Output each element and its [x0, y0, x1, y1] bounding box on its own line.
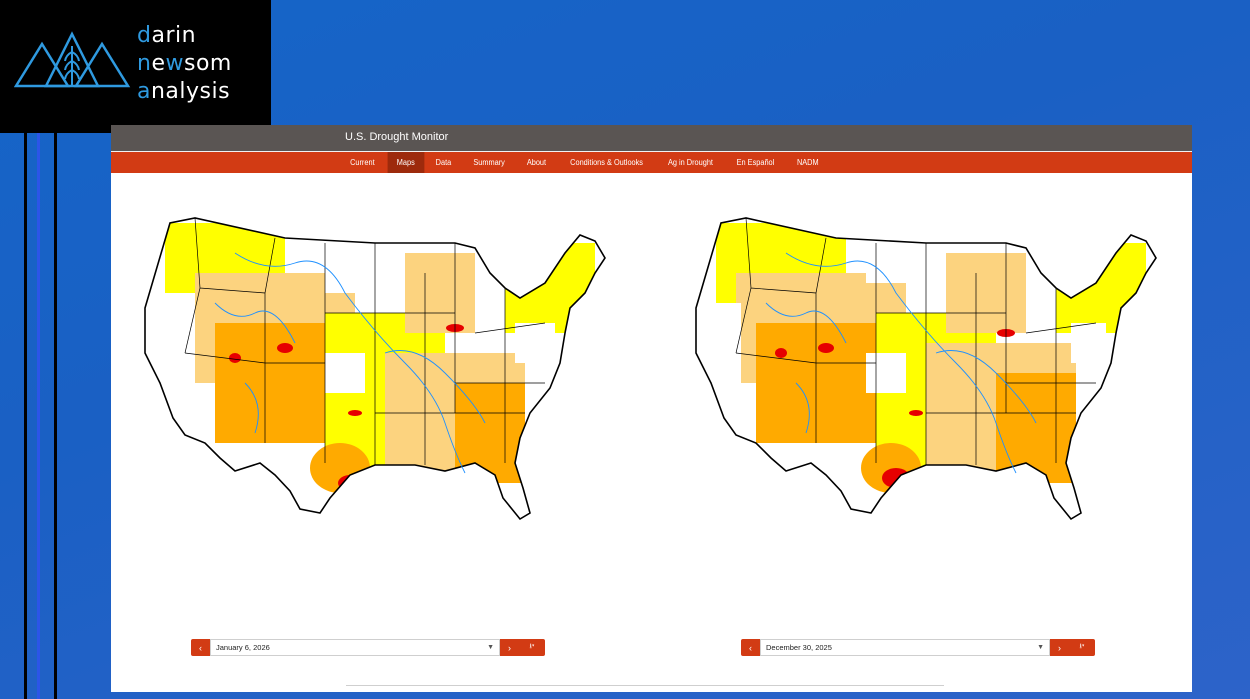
prev-date-button[interactable]: ‹	[191, 639, 210, 656]
date-picker-current: ‹ January 6, 2026 ▼ › ⭳▾	[191, 639, 545, 656]
browser-screenshot-frame: U.S. Drought Monitor Current Maps Data S…	[111, 125, 1192, 692]
logo-box: darin newsom analysis	[0, 0, 271, 133]
site-title[interactable]: U.S. Drought Monitor	[345, 131, 449, 143]
nav-item-data[interactable]: Data	[435, 158, 452, 167]
logo-word: som	[184, 51, 232, 76]
drought-map-current	[144, 217, 606, 521]
logo-letter: n	[137, 51, 152, 76]
date-value: January 6, 2026	[216, 643, 270, 652]
download-button[interactable]: ⭳▾	[519, 639, 545, 656]
nav-item-nadm[interactable]: NADM	[797, 158, 819, 167]
nav-item-current[interactable]: Current	[350, 158, 375, 167]
prev-date-button[interactable]: ‹	[741, 639, 760, 656]
divider	[346, 685, 944, 686]
chevron-down-icon: ▼	[487, 644, 494, 651]
mountain-wheat-logo-icon	[14, 31, 131, 88]
next-date-button[interactable]: ›	[500, 639, 519, 656]
logo-letter: d	[137, 23, 152, 48]
nav-item-ag-in-drought[interactable]: Ag in Drought	[668, 158, 714, 167]
date-value: December 30, 2025	[766, 643, 832, 652]
download-button[interactable]: ⭳▾	[1069, 639, 1095, 656]
date-select[interactable]: December 30, 2025 ▼	[760, 639, 1050, 656]
date-picker-previous: ‹ December 30, 2025 ▼ › ⭳▾	[741, 639, 1095, 656]
chevron-left-icon: ‹	[749, 642, 752, 653]
nav-item-summary[interactable]: Summary	[473, 158, 506, 167]
chevron-left-icon: ‹	[199, 642, 202, 653]
nav-item-about[interactable]: About	[527, 158, 547, 167]
logo-letter: e	[151, 51, 166, 76]
logo-text: darin newsom analysis	[137, 22, 232, 106]
drought-map-previous	[695, 217, 1157, 521]
nav-item-en-espanol[interactable]: En Español	[737, 158, 775, 167]
main-nav: Current Maps Data Summary About Conditio…	[111, 151, 1192, 173]
download-icon: ⭳▾	[1079, 643, 1085, 650]
chevron-right-icon: ›	[1058, 642, 1061, 653]
logo-word: arin	[151, 23, 197, 48]
logo-letter: a	[137, 79, 151, 104]
nav-item-maps[interactable]: Maps	[387, 152, 424, 173]
nav-item-conditions-outlooks[interactable]: Conditions & Outlooks	[570, 158, 644, 167]
decorative-vertical-line	[54, 133, 57, 699]
download-icon: ⭳▾	[529, 643, 535, 650]
logo-word: nalysis	[150, 79, 231, 104]
decorative-vertical-line	[24, 133, 27, 699]
site-header: U.S. Drought Monitor	[111, 125, 1192, 151]
chevron-down-icon: ▼	[1037, 644, 1044, 651]
next-date-button[interactable]: ›	[1050, 639, 1069, 656]
logo-letter: w	[165, 51, 184, 76]
date-select[interactable]: January 6, 2026 ▼	[210, 639, 500, 656]
decorative-vertical-line	[37, 133, 40, 699]
chevron-right-icon: ›	[508, 642, 511, 653]
